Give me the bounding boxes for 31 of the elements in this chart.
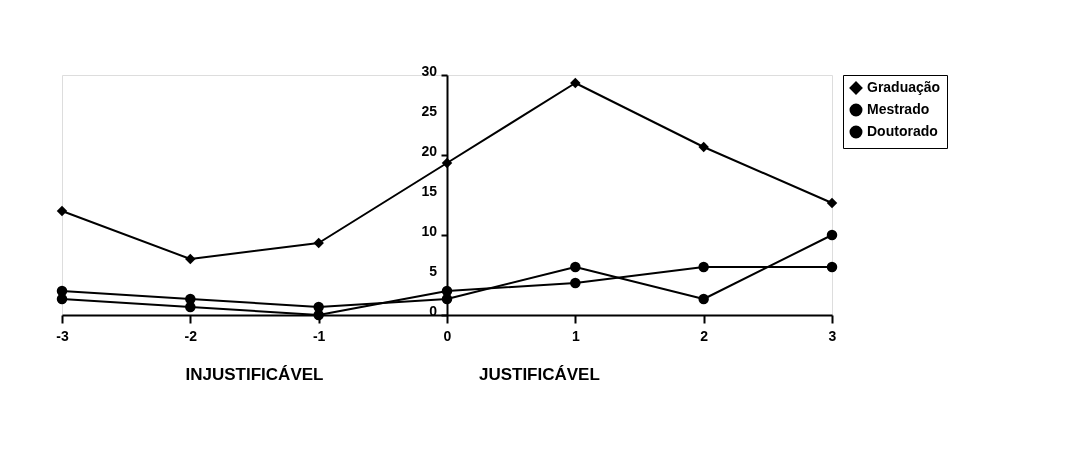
x-tick-label: -3 [56,327,69,344]
text: INJUSTIFICÁVEL [185,365,324,384]
point [698,293,709,305]
point [185,253,196,265]
y-tick-label: 25 [421,103,438,119]
point [826,229,838,241]
point [698,141,709,153]
x-tick-label: 1 [571,327,580,344]
point [56,205,68,217]
legend-label: Doutorado [867,123,938,139]
y-tick-label: 15 [421,183,438,199]
point [826,197,838,209]
y-tick-label: 20 [421,143,438,159]
text: JUSTIFICÁVEL [478,365,600,384]
y-tick-label: 5 [429,263,438,279]
x-tick-label: -2 [184,327,198,344]
x-tick-label: -1 [312,327,326,344]
point [570,77,581,89]
point [441,157,453,169]
y-tick-label: 10 [421,223,438,239]
point [313,237,324,249]
legend-label: Graduação [867,79,941,95]
point [570,277,581,289]
point [570,261,581,273]
x-tick-label: 2 [700,327,709,344]
x-tick-label: 3 [828,327,837,344]
x-tick-label: 0 [443,327,452,344]
y-tick-label: 30 [421,63,438,79]
point [698,261,709,273]
point [826,261,838,273]
legend-label: Mestrado [867,101,930,117]
